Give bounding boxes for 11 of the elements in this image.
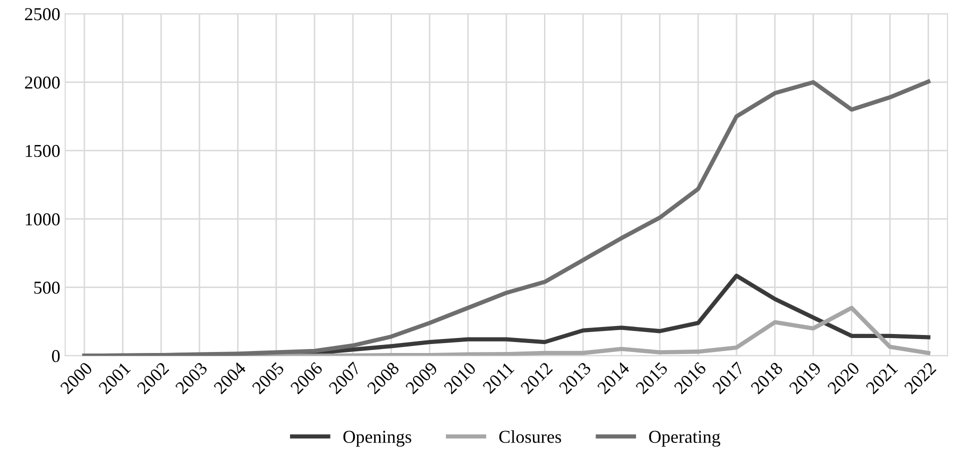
- y-tick-label: 1500: [26, 144, 60, 158]
- y-tick-label: 2000: [25, 76, 60, 89]
- legend-label: Openings: [343, 430, 412, 447]
- legend-label: Closures: [499, 430, 562, 443]
- y-tick-label: 0: [52, 350, 60, 362]
- y-tick-label: 500: [34, 282, 60, 294]
- y-tick-label: 2500: [25, 8, 60, 20]
- legend-label: Operating: [649, 430, 720, 447]
- y-tick-label: 1000: [26, 213, 60, 226]
- line-series: [82, 79, 930, 356]
- x-tick-label: 2011: [482, 362, 515, 394]
